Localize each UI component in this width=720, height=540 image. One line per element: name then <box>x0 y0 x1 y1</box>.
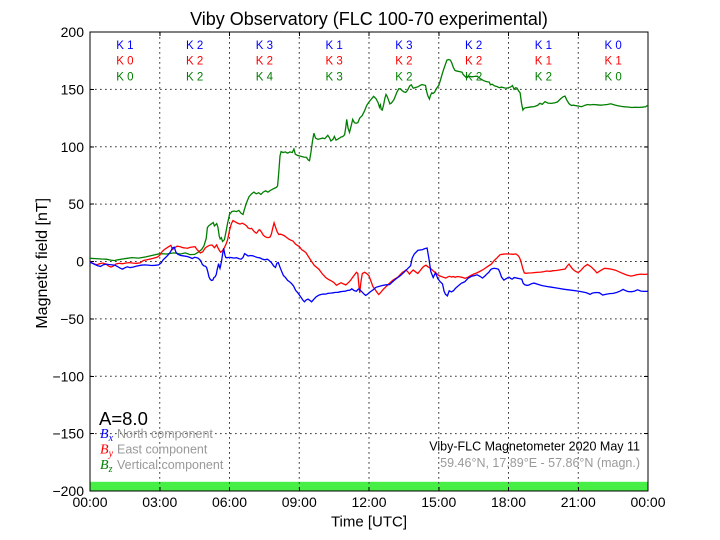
svg-text:K 3: K 3 <box>256 40 273 52</box>
svg-text:03:00: 03:00 <box>142 494 177 510</box>
svg-text:−200: −200 <box>52 483 84 499</box>
svg-text:Magnetic field [nT]: Magnetic field [nT] <box>34 198 51 329</box>
svg-text:150: 150 <box>61 81 85 97</box>
svg-text:15:00: 15:00 <box>421 494 456 510</box>
svg-text:50: 50 <box>68 196 84 212</box>
svg-text:K 2: K 2 <box>256 56 273 68</box>
svg-text:East component: East component <box>117 443 208 457</box>
svg-text:00:00: 00:00 <box>72 494 107 510</box>
svg-text:200: 200 <box>61 24 85 40</box>
svg-text:Time [UTC]: Time [UTC] <box>331 514 407 531</box>
svg-text:21:00: 21:00 <box>561 494 596 510</box>
svg-text:K 1: K 1 <box>116 40 133 52</box>
svg-text:K 2: K 2 <box>186 71 203 83</box>
svg-text:K 2: K 2 <box>465 40 482 52</box>
svg-text:K 2: K 2 <box>186 40 203 52</box>
svg-text:K 1: K 1 <box>604 56 621 68</box>
svg-text:100: 100 <box>61 139 85 155</box>
svg-text:K 0: K 0 <box>116 56 133 68</box>
svg-text:K 2: K 2 <box>465 56 482 68</box>
svg-text:A=8.0: A=8.0 <box>99 408 148 429</box>
svg-text:K 0: K 0 <box>116 71 133 83</box>
svg-text:K 4: K 4 <box>256 71 274 83</box>
svg-text:−50: −50 <box>60 311 84 327</box>
svg-text:18:00: 18:00 <box>491 494 526 510</box>
svg-text:Viby Observatory (FLC 100-70 e: Viby Observatory (FLC 100-70 experimenta… <box>190 9 548 29</box>
svg-text:−150: −150 <box>52 426 84 442</box>
svg-text:09:00: 09:00 <box>282 494 317 510</box>
svg-text:K 0: K 0 <box>604 71 621 83</box>
svg-text:K 1: K 1 <box>535 40 552 52</box>
svg-text:0: 0 <box>76 254 84 270</box>
svg-text:−100: −100 <box>52 368 84 384</box>
svg-text:59.46°N, 17.89°E - 57.86°N (ma: 59.46°N, 17.89°E - 57.86°N (magn.) <box>440 456 640 470</box>
svg-text:12:00: 12:00 <box>351 494 386 510</box>
svg-text:Vertical component: Vertical component <box>117 458 224 472</box>
svg-text:K 2: K 2 <box>535 71 552 83</box>
svg-text:06:00: 06:00 <box>212 494 247 510</box>
svg-text:K 1: K 1 <box>325 40 342 52</box>
svg-text:K 3: K 3 <box>325 71 342 83</box>
svg-text:K 2: K 2 <box>186 56 203 68</box>
svg-text:Viby-FLC Magnetometer 2020 May: Viby-FLC Magnetometer 2020 May 11 <box>429 440 640 454</box>
svg-text:K 1: K 1 <box>535 56 552 68</box>
svg-text:K 3: K 3 <box>325 56 342 68</box>
svg-text:K 3: K 3 <box>395 40 412 52</box>
svg-text:K 2: K 2 <box>395 56 412 68</box>
svg-text:K 2: K 2 <box>395 71 412 83</box>
svg-text:K 2: K 2 <box>465 71 482 83</box>
svg-text:K 0: K 0 <box>604 40 621 52</box>
svg-text:00:00: 00:00 <box>630 494 665 510</box>
svg-text:North component: North component <box>117 427 213 441</box>
